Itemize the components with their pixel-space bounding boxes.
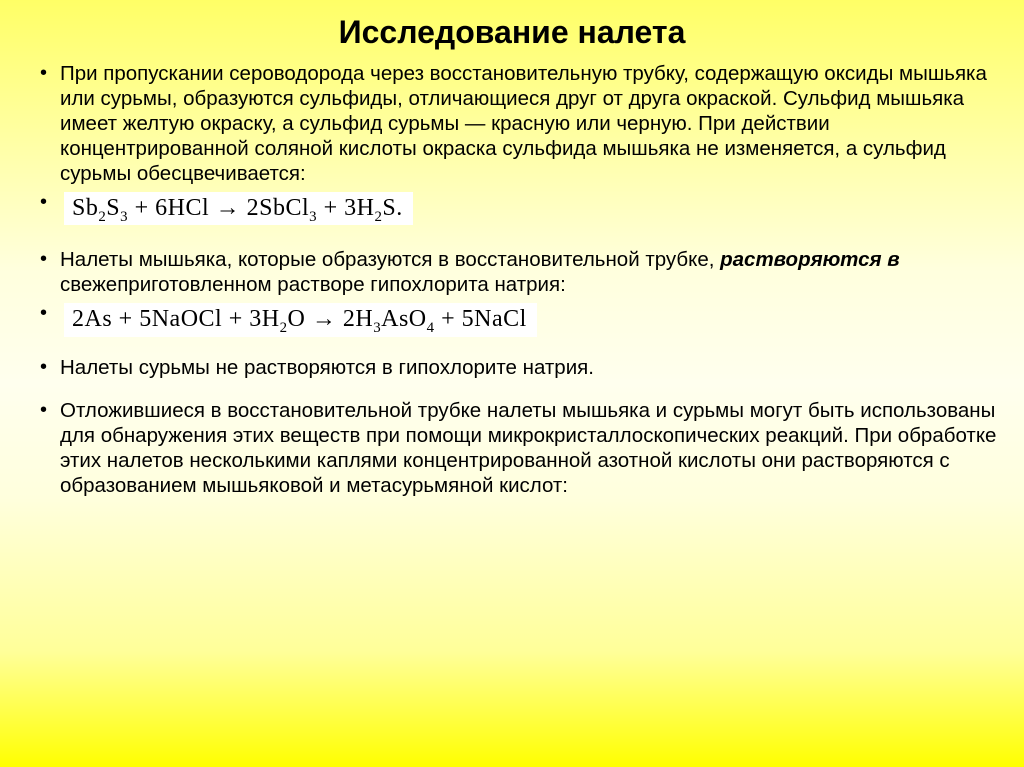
bullet-paragraph-2: Налеты мышьяка, которые образуются в вос… (26, 247, 998, 297)
bullet-paragraph-1: При пропускании сероводорода через восст… (26, 61, 998, 186)
equation-1: Sb2S3 + 6HCl → 2SbCl3 + 3H2S. (64, 192, 413, 225)
bullet-paragraph-3: Налеты сурьмы не растворяются в гипохлор… (26, 355, 998, 380)
bullet-list: При пропускании сероводорода через восст… (26, 61, 998, 498)
p2-emphasis: растворяются в (720, 248, 900, 271)
slide-title: Исследование налета (26, 14, 998, 51)
bullet-equation-2: 2As + 5NaOCl + 3H2O → 2H3AsO4 + 5NaCl (26, 301, 998, 336)
bullet-equation-1: Sb2S3 + 6HCl → 2SbCl3 + 3H2S. (26, 190, 998, 225)
equation-2: 2As + 5NaOCl + 3H2O → 2H3AsO4 + 5NaCl (64, 303, 537, 336)
p2-pre: Налеты мышьяка, которые образуются в вос… (60, 248, 720, 271)
bullet-paragraph-4: Отложившиеся в восстановительной трубке … (26, 398, 998, 498)
p2-post: свежеприготовленном растворе гипохлорита… (60, 273, 566, 296)
